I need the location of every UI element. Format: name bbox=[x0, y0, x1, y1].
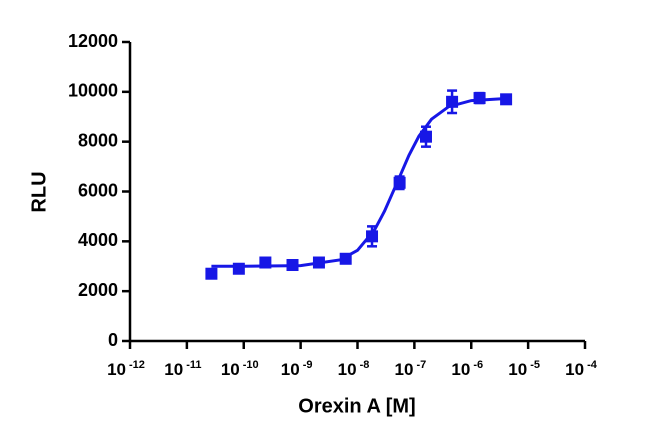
x-tick-base: 10 bbox=[281, 360, 300, 379]
x-tick-base: 10 bbox=[395, 360, 414, 379]
x-tick-exponent: -6 bbox=[473, 359, 483, 371]
y-axis-title: RLU bbox=[28, 171, 50, 212]
x-tick-exponent: -9 bbox=[303, 359, 313, 371]
data-point bbox=[500, 93, 513, 106]
data-point bbox=[419, 130, 432, 143]
x-tick-exponent: -10 bbox=[243, 359, 259, 371]
y-tick-label: 0 bbox=[108, 330, 118, 350]
x-axis-title: Orexin A [M] bbox=[298, 395, 415, 417]
x-tick-base: 10 bbox=[164, 360, 183, 379]
x-tick-label: 10 -11 bbox=[164, 359, 201, 379]
x-tick-label: 10 -4 bbox=[565, 359, 598, 379]
data-point bbox=[393, 176, 406, 189]
x-tick-base: 10 bbox=[565, 360, 584, 379]
y-tick-label: 2000 bbox=[78, 280, 118, 300]
x-tick-label: 10 -10 bbox=[221, 359, 259, 379]
y-tick-label: 12000 bbox=[68, 31, 118, 51]
data-point bbox=[286, 259, 299, 272]
data-point bbox=[473, 92, 486, 105]
data-point bbox=[205, 267, 218, 280]
x-tick-label: 10 -12 bbox=[107, 359, 145, 379]
y-tick-label: 10000 bbox=[68, 81, 118, 101]
x-tick-label: 10 -5 bbox=[508, 359, 540, 379]
data-point bbox=[232, 262, 245, 275]
x-tick-exponent: -11 bbox=[186, 359, 201, 371]
x-tick-label: 10 -6 bbox=[451, 359, 483, 379]
data-point bbox=[312, 256, 325, 269]
x-tick-base: 10 bbox=[221, 360, 240, 379]
data-point bbox=[259, 256, 272, 269]
y-tick-label: 4000 bbox=[78, 230, 118, 250]
data-point bbox=[339, 252, 352, 265]
x-tick-exponent: -4 bbox=[587, 359, 598, 371]
fit-curve bbox=[211, 97, 507, 268]
x-tick-exponent: -7 bbox=[416, 359, 426, 371]
x-tick-label: 10 -9 bbox=[281, 359, 313, 379]
x-tick-base: 10 bbox=[508, 360, 527, 379]
y-tick-label: 6000 bbox=[78, 180, 118, 200]
data-point bbox=[446, 95, 459, 108]
x-tick-base: 10 bbox=[338, 360, 357, 379]
y-tick-label: 8000 bbox=[78, 130, 118, 150]
data-point bbox=[366, 230, 379, 243]
x-tick-base: 10 bbox=[451, 360, 470, 379]
x-tick-base: 10 bbox=[107, 360, 126, 379]
x-tick-exponent: -5 bbox=[530, 359, 540, 371]
x-tick-label: 10 -7 bbox=[395, 359, 427, 379]
x-tick-exponent: -8 bbox=[360, 359, 370, 371]
x-tick-label: 10 -8 bbox=[338, 359, 370, 379]
x-tick-exponent: -12 bbox=[129, 359, 145, 371]
